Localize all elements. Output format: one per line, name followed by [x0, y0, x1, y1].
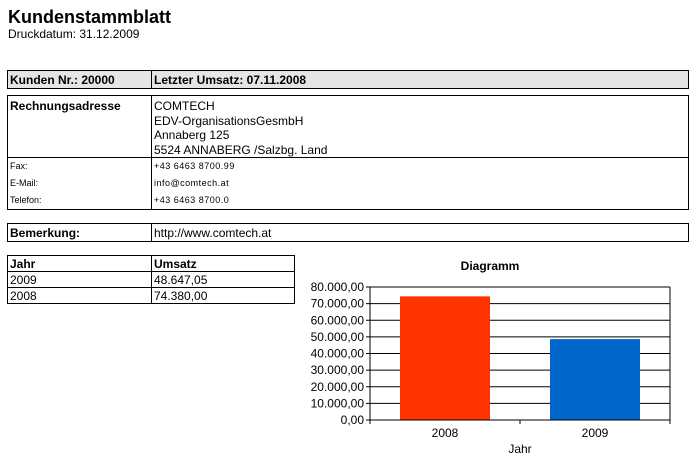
y-tick-label: 0,00: [341, 413, 365, 427]
print-date: Druckdatum: 31.12.2009: [8, 27, 140, 41]
address-section: Rechnungsadresse COMTECH EDV-Organisatio…: [7, 95, 689, 210]
table-cell-year: 2009: [7, 271, 152, 288]
address-label: Rechnungsadresse: [10, 99, 121, 113]
bar-chart: 0,00 10.000,00 20.000,00 30.000,00 40.000,00…: [311, 280, 671, 456]
y-tick-label: 80.000,00: [311, 280, 365, 294]
y-tick-label: 60.000,00: [311, 313, 365, 327]
address-line: 5524 ANNABERG /Salzbg. Land: [154, 142, 328, 157]
phone-label: Telefon:: [10, 195, 42, 205]
divider: [8, 157, 688, 158]
table-cell-sales: 74.380,00: [151, 287, 295, 304]
fax-label: Fax:: [10, 161, 28, 171]
sales-table: Jahr Umsatz 2009 48.647,05 2008 74.380,0…: [7, 255, 295, 304]
divider: [151, 96, 152, 209]
address-line: EDV-OrganisationsGesmbH: [154, 113, 304, 128]
table-cell-year: 2008: [7, 287, 152, 304]
table-row: 2009 48.647,05: [7, 271, 295, 288]
address-line: Annaberg 125: [154, 128, 230, 142]
last-sale-date: Letzter Umsatz: 07.11.2008: [154, 73, 307, 87]
column-header-year: Jahr: [7, 255, 152, 272]
y-tick-label: 10.000,00: [311, 396, 365, 410]
table-row: 2008 74.380,00: [7, 287, 295, 304]
y-tick-label: 40.000,00: [311, 347, 365, 361]
bar: [550, 339, 640, 420]
email-label: E-Mail:: [10, 178, 39, 188]
y-tick-label: 20.000,00: [311, 380, 365, 394]
customer-number: Kunden Nr.: 20000: [10, 73, 115, 87]
remark-label: Bemerkung:: [10, 226, 81, 240]
column-header-sales: Umsatz: [151, 255, 295, 272]
remark-section: Bemerkung: http://www.comtech.at: [7, 223, 689, 242]
address-line: COMTECH: [154, 99, 215, 113]
divider: [151, 224, 152, 241]
customer-header: Kunden Nr.: 20000 Letzter Umsatz: 07.11.…: [7, 70, 689, 89]
phone-value: +43 6463 8700.0: [154, 195, 230, 205]
y-tick-label: 30.000,00: [311, 363, 365, 377]
y-tick-label: 70.000,00: [311, 297, 365, 311]
y-tick-label: 50.000,00: [311, 330, 365, 344]
email-value: info@comtech.at: [154, 178, 230, 188]
remark-value: http://www.comtech.at: [154, 226, 272, 240]
x-axis-label: Jahr: [508, 442, 531, 456]
bar: [400, 296, 490, 420]
table-header-row: Jahr Umsatz: [7, 255, 295, 272]
address-lines: COMTECH EDV-OrganisationsGesmbH Annaberg…: [154, 99, 327, 157]
page-title: Kundenstammblatt: [8, 7, 172, 27]
table-cell-sales: 48.647,05: [151, 271, 295, 288]
fax-value: +43 6463 8700.99: [154, 161, 235, 171]
divider: [151, 71, 152, 88]
x-tick-label: 2009: [582, 426, 609, 440]
chart-title: Diagramm: [460, 259, 520, 273]
x-tick-label: 2008: [432, 426, 459, 440]
